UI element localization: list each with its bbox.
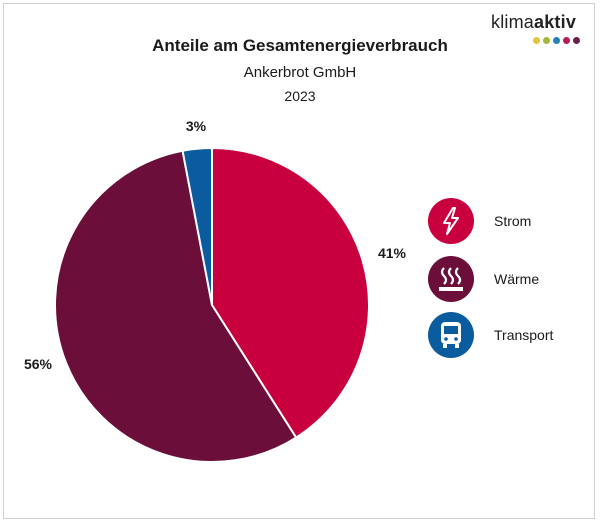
logo-text: klimaaktiv xyxy=(491,12,577,32)
logo-dot xyxy=(533,37,540,44)
logo-dot xyxy=(543,37,550,44)
lightning-icon xyxy=(428,198,474,244)
data-label-wärme: 56% xyxy=(24,356,53,372)
chart-subtitle: Ankerbrot GmbH xyxy=(243,64,357,81)
bus-icon xyxy=(428,312,474,358)
legend-item-wärme: Wärme xyxy=(428,255,539,303)
legend-label: Strom xyxy=(494,213,532,229)
legend-item-transport: Transport xyxy=(428,311,553,359)
legend-label: Transport xyxy=(494,327,554,343)
data-label-strom: 41% xyxy=(378,245,407,261)
logo-dots xyxy=(533,37,580,44)
data-label-transport: 3% xyxy=(186,118,207,134)
pie-slice-transport xyxy=(181,146,213,306)
logo-dot xyxy=(553,37,560,44)
legend-label: Wärme xyxy=(494,271,540,287)
logo-dot xyxy=(563,37,570,44)
heat-icon xyxy=(428,256,474,302)
logo-dot xyxy=(573,37,580,44)
pie-slice-wärme xyxy=(54,149,298,463)
chart-title: Anteile am Gesamtenergieverbrauch xyxy=(152,36,448,55)
chart-year: 2023 xyxy=(284,88,316,104)
legend-item-strom: Strom xyxy=(428,197,531,245)
klimaaktiv-logo: klimaaktiv xyxy=(491,12,591,48)
